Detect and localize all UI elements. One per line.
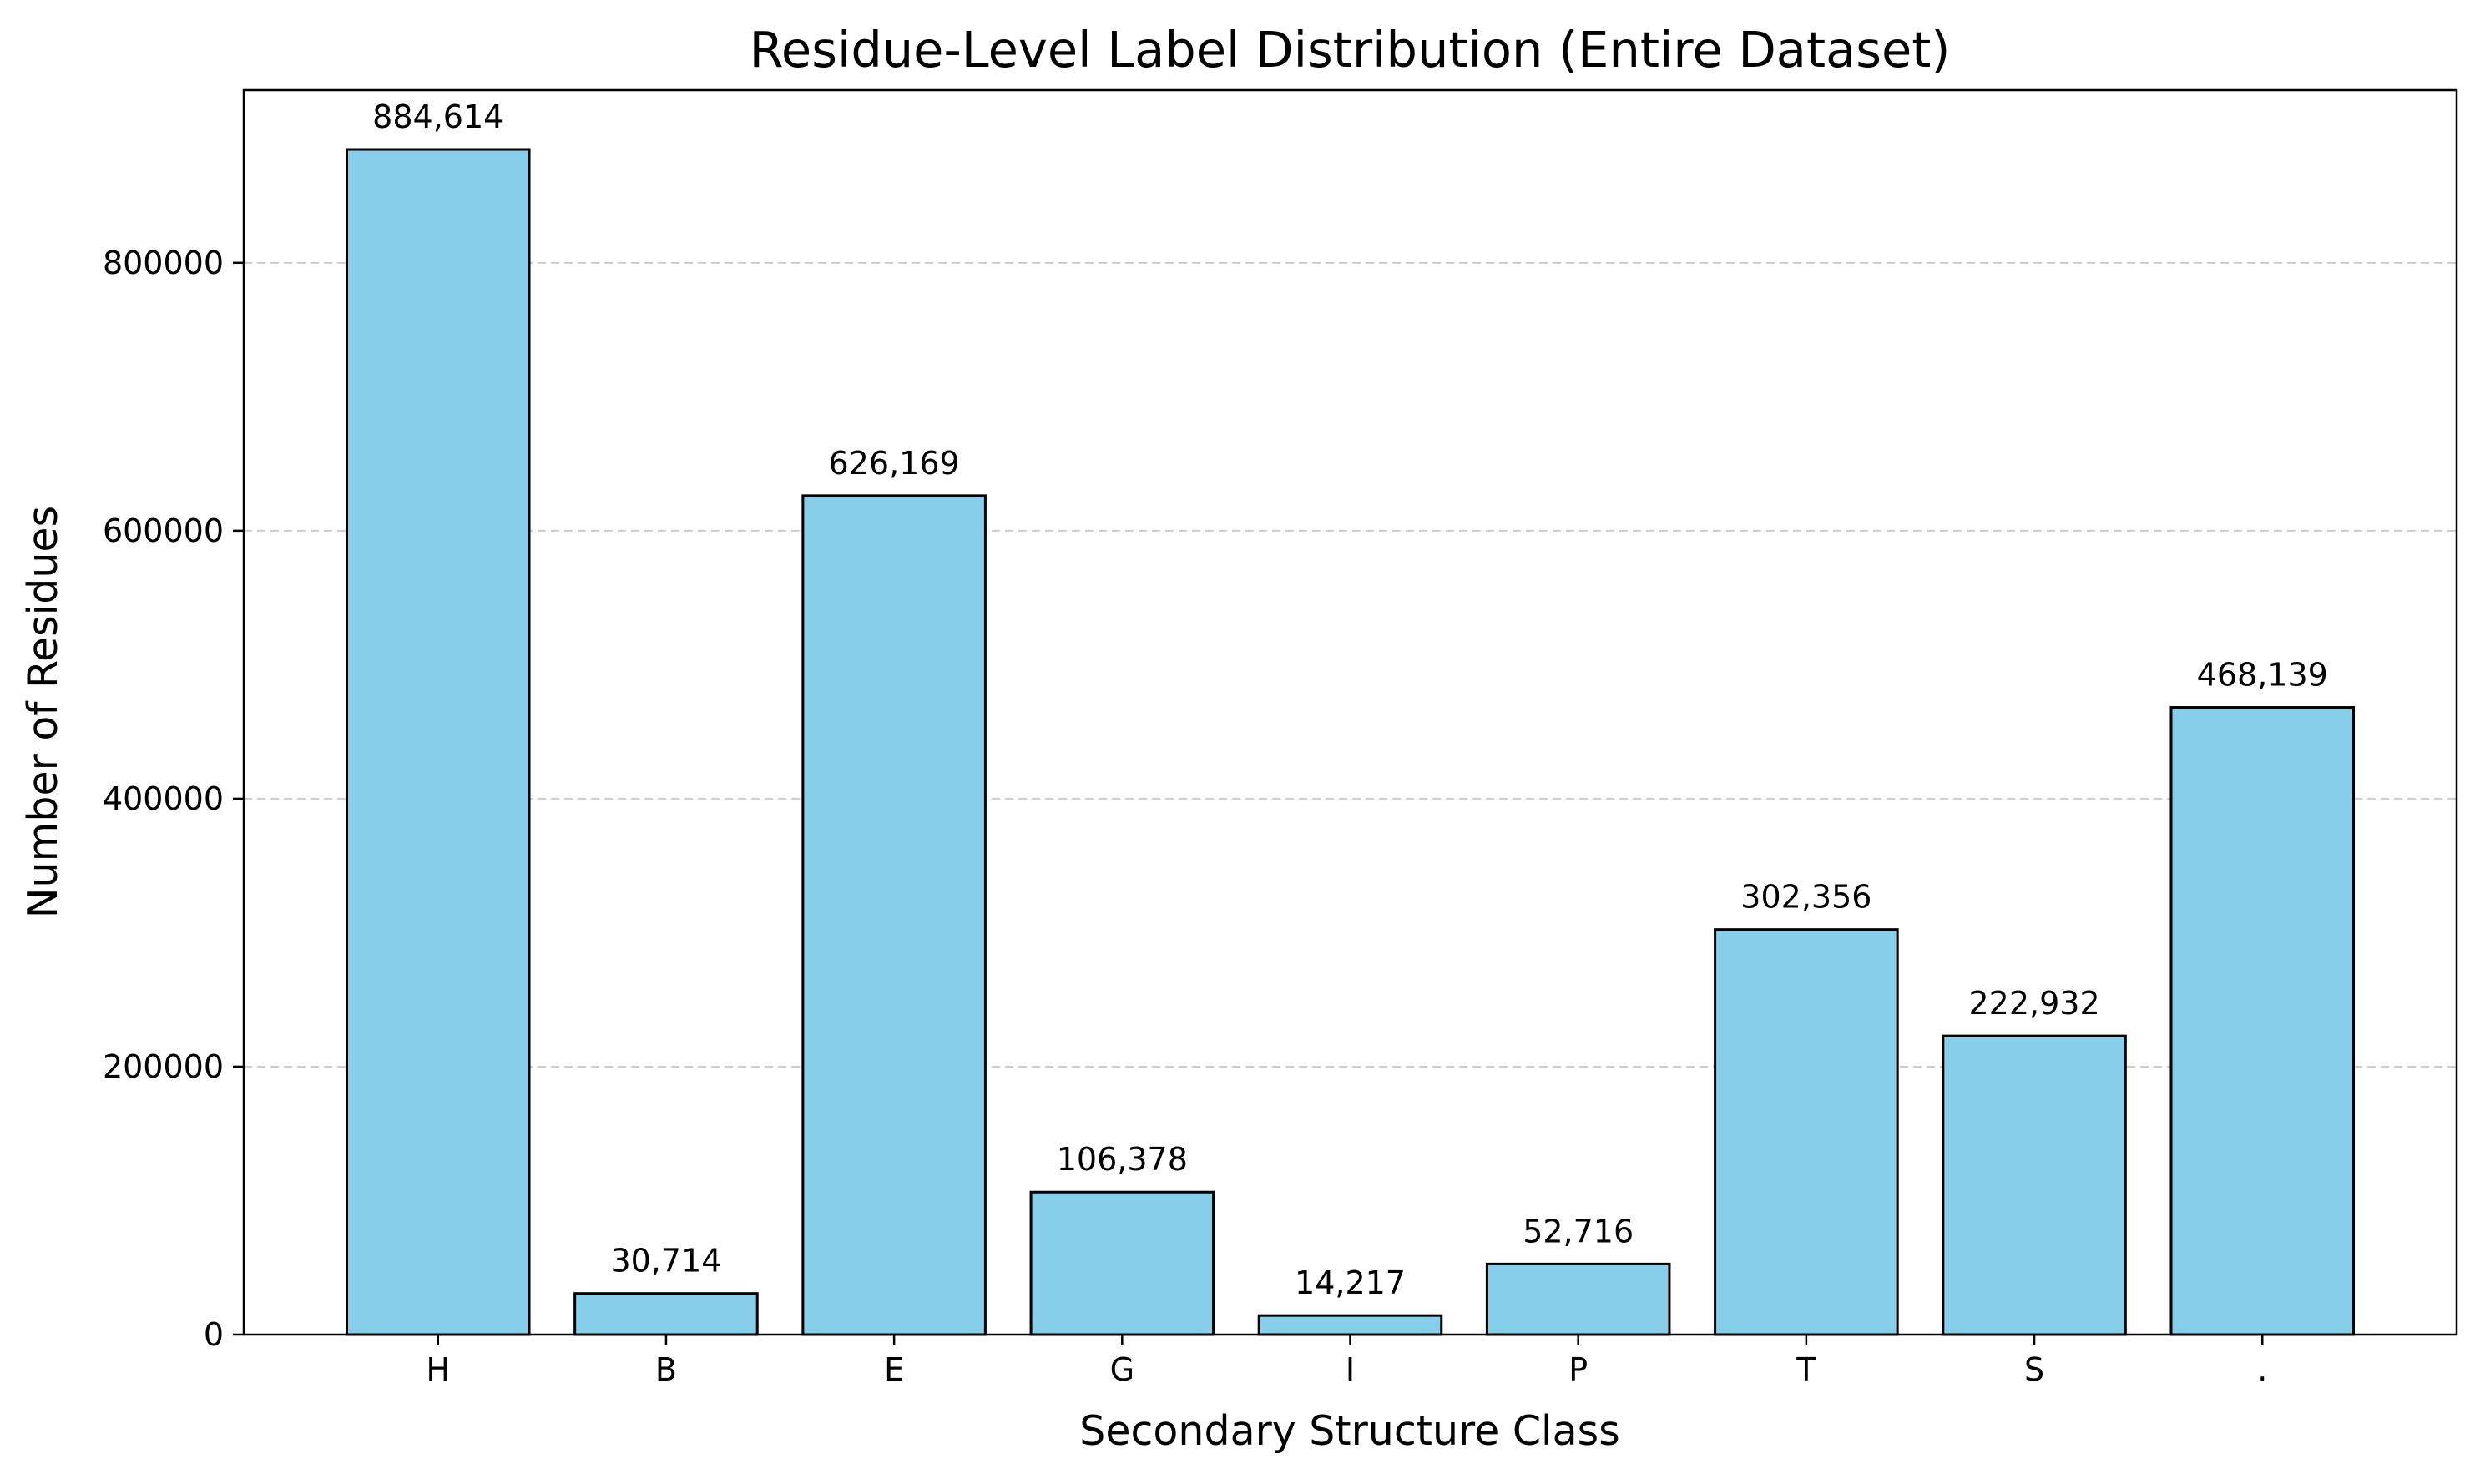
y-axis-ticks: 0 200000 400000 600000 800000 xyxy=(103,245,244,1353)
x-tick-label: E xyxy=(884,1351,904,1388)
y-tick-label: 0 xyxy=(204,1316,224,1353)
x-tick-label: G xyxy=(1110,1351,1134,1388)
x-tick-label: . xyxy=(2257,1351,2267,1388)
bar-H xyxy=(345,148,531,1336)
bar-T xyxy=(1714,928,1899,1336)
y-tick-label: 400000 xyxy=(103,780,224,817)
bar-value-label: 30,714 xyxy=(610,1243,721,1280)
bar-value-label: 14,217 xyxy=(1295,1264,1406,1301)
bar-B xyxy=(573,1292,759,1336)
bar-value-label: 302,356 xyxy=(1740,879,1871,916)
y-tick-label: 200000 xyxy=(103,1048,224,1085)
bar-value-label: 626,169 xyxy=(829,445,960,482)
bar-value-label: 52,716 xyxy=(1523,1213,1634,1249)
bar-dot xyxy=(2169,706,2356,1336)
bar-I xyxy=(1257,1314,1443,1336)
x-tick-label: H xyxy=(426,1351,450,1388)
bar-value-label: 106,378 xyxy=(1057,1141,1188,1178)
chart-title: Residue-Level Label Distribution (Entire… xyxy=(750,21,1951,78)
bar-P xyxy=(1485,1262,1671,1336)
x-axis-ticks: H B E G I P T S. xyxy=(426,1335,2267,1388)
x-tick-label: S xyxy=(2024,1351,2044,1388)
bar-G xyxy=(1029,1190,1215,1336)
bar-value-label: 468,139 xyxy=(2197,657,2328,694)
y-tick-label: 800000 xyxy=(103,245,224,281)
x-tick-label: B xyxy=(655,1351,677,1388)
bar-value-labels: 884,614 30,714 626,169 106,378 14,217 52,716 3… xyxy=(372,98,2328,1301)
x-tick-label: P xyxy=(1568,1351,1588,1388)
x-tick-label: T xyxy=(1796,1351,1816,1388)
y-tick-label: 600000 xyxy=(103,512,224,549)
bar-value-label: 222,932 xyxy=(1968,985,2099,1022)
bar-value-label: 884,614 xyxy=(372,98,503,135)
bar-E xyxy=(801,494,987,1336)
bar-S xyxy=(1942,1034,2127,1336)
y-axis-label: Number of Residues xyxy=(19,506,67,918)
x-tick-label: I xyxy=(1346,1351,1355,1388)
x-axis-label: Secondary Structure Class xyxy=(1079,1407,1620,1455)
